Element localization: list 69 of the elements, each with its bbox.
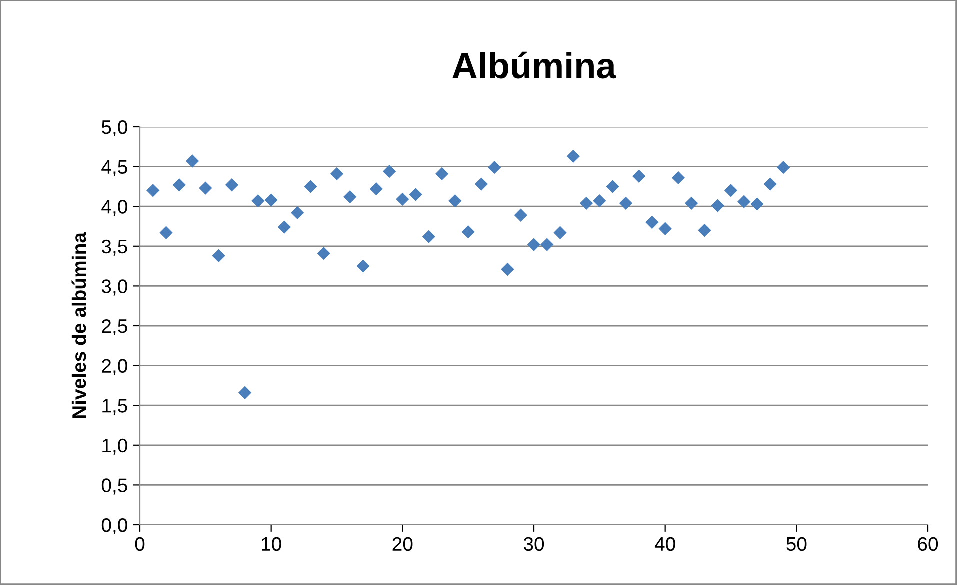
x-tick-label: 10 bbox=[262, 537, 282, 552]
point bbox=[172, 178, 186, 192]
point bbox=[330, 167, 344, 181]
point bbox=[738, 195, 751, 208]
point bbox=[711, 199, 724, 212]
point bbox=[632, 170, 646, 183]
point bbox=[527, 238, 541, 252]
point bbox=[160, 226, 173, 240]
point bbox=[646, 216, 659, 230]
point bbox=[304, 180, 318, 194]
point bbox=[264, 194, 278, 207]
point bbox=[317, 246, 330, 260]
x-tick-label: 40 bbox=[654, 537, 676, 552]
y-tick-label: 2,0 bbox=[102, 359, 128, 376]
point bbox=[370, 182, 383, 196]
point bbox=[448, 194, 462, 208]
y-tick-label: 4,0 bbox=[102, 200, 128, 216]
y-tick-label: 2,5 bbox=[102, 319, 128, 336]
point bbox=[540, 238, 554, 252]
point bbox=[291, 206, 304, 220]
x-tick-label: 20 bbox=[392, 537, 413, 552]
y-axis-title: Niveles de albúmina bbox=[72, 232, 86, 418]
x-tick-label: 60 bbox=[918, 537, 938, 552]
point bbox=[199, 182, 212, 195]
point bbox=[344, 190, 357, 204]
point bbox=[685, 196, 698, 210]
point bbox=[422, 230, 436, 244]
point bbox=[382, 164, 396, 178]
point bbox=[776, 161, 790, 174]
x-tick-label: 50 bbox=[786, 537, 807, 552]
point bbox=[554, 226, 567, 240]
point bbox=[566, 150, 580, 164]
x-tick-label: 0 bbox=[135, 537, 145, 552]
point bbox=[750, 198, 764, 211]
point bbox=[462, 225, 475, 239]
point bbox=[672, 171, 686, 185]
point bbox=[658, 222, 672, 236]
y-tick-label: 3,0 bbox=[102, 280, 128, 296]
point bbox=[225, 178, 239, 192]
point bbox=[186, 154, 200, 168]
point bbox=[606, 180, 620, 194]
point bbox=[238, 386, 252, 400]
y-tick-label: 5,0 bbox=[102, 120, 128, 137]
point bbox=[474, 178, 488, 191]
point bbox=[278, 220, 292, 234]
point bbox=[764, 178, 777, 191]
point bbox=[514, 208, 528, 222]
point bbox=[146, 184, 160, 198]
y-tick-label: 3,5 bbox=[102, 240, 128, 256]
point bbox=[488, 161, 502, 174]
y-tick-label: 1,0 bbox=[102, 438, 128, 455]
point bbox=[252, 194, 265, 208]
point bbox=[409, 188, 422, 202]
point bbox=[212, 249, 226, 263]
point bbox=[501, 262, 514, 276]
y-tick-label: 1,5 bbox=[102, 399, 128, 416]
y-tick-label: 0,5 bbox=[102, 478, 128, 495]
point bbox=[724, 184, 738, 198]
chart-title: Albúmina bbox=[452, 52, 616, 79]
point bbox=[593, 194, 606, 208]
point bbox=[619, 196, 633, 210]
y-tick-label: 4,5 bbox=[102, 160, 128, 176]
point bbox=[435, 167, 449, 181]
y-tick-label: 0,0 bbox=[102, 518, 128, 535]
point bbox=[356, 260, 370, 273]
point bbox=[396, 192, 410, 206]
x-tick-label: 30 bbox=[524, 537, 544, 552]
point bbox=[580, 196, 594, 210]
point bbox=[698, 224, 712, 238]
